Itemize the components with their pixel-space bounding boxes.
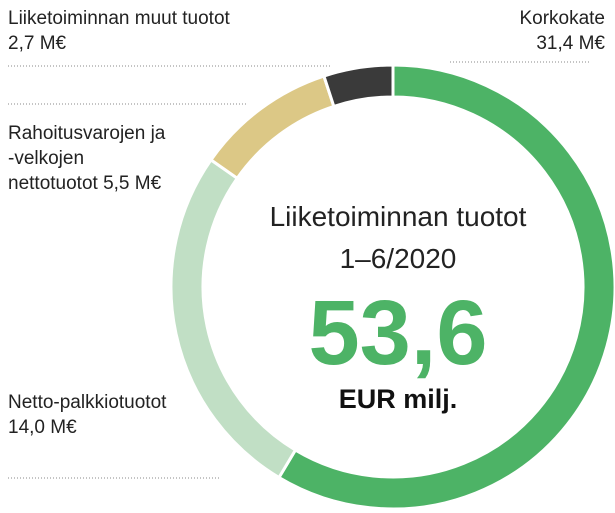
donut-segment xyxy=(208,74,336,181)
segment-label: Korkokate 31,4 M€ xyxy=(435,6,605,56)
segment-label: Liiketoiminnan muut tuotot 2,7 M€ xyxy=(8,6,248,56)
center-title: Liiketoiminnan tuotot xyxy=(270,201,527,232)
value-label: 2,7 M€ xyxy=(8,33,67,54)
category-label: Netto-palkkiotuotot xyxy=(8,392,167,413)
category-label: Liiketoiminnan muut tuotot xyxy=(8,8,230,29)
donut-segment xyxy=(276,63,615,511)
value-label: 14,0 M€ xyxy=(8,417,77,438)
center-total: 53,6 xyxy=(308,282,487,384)
donut-segment xyxy=(322,63,395,109)
category-label: Rahoitusvarojen ja -velkojen nettotuotot xyxy=(8,123,166,194)
center-unit: EUR milj. xyxy=(339,384,458,414)
value-label: 5,5 M€ xyxy=(103,173,162,194)
segment-label: Rahoitusvarojen ja -velkojen nettotuotot… xyxy=(8,121,173,196)
leader-lines xyxy=(8,61,590,479)
category-label: Korkokate xyxy=(519,8,605,29)
segment-label: Netto-palkkiotuotot 14,0 M€ xyxy=(8,390,168,440)
value-label: 31,4 M€ xyxy=(536,33,605,54)
center-subtitle: 1–6/2020 xyxy=(340,243,457,274)
